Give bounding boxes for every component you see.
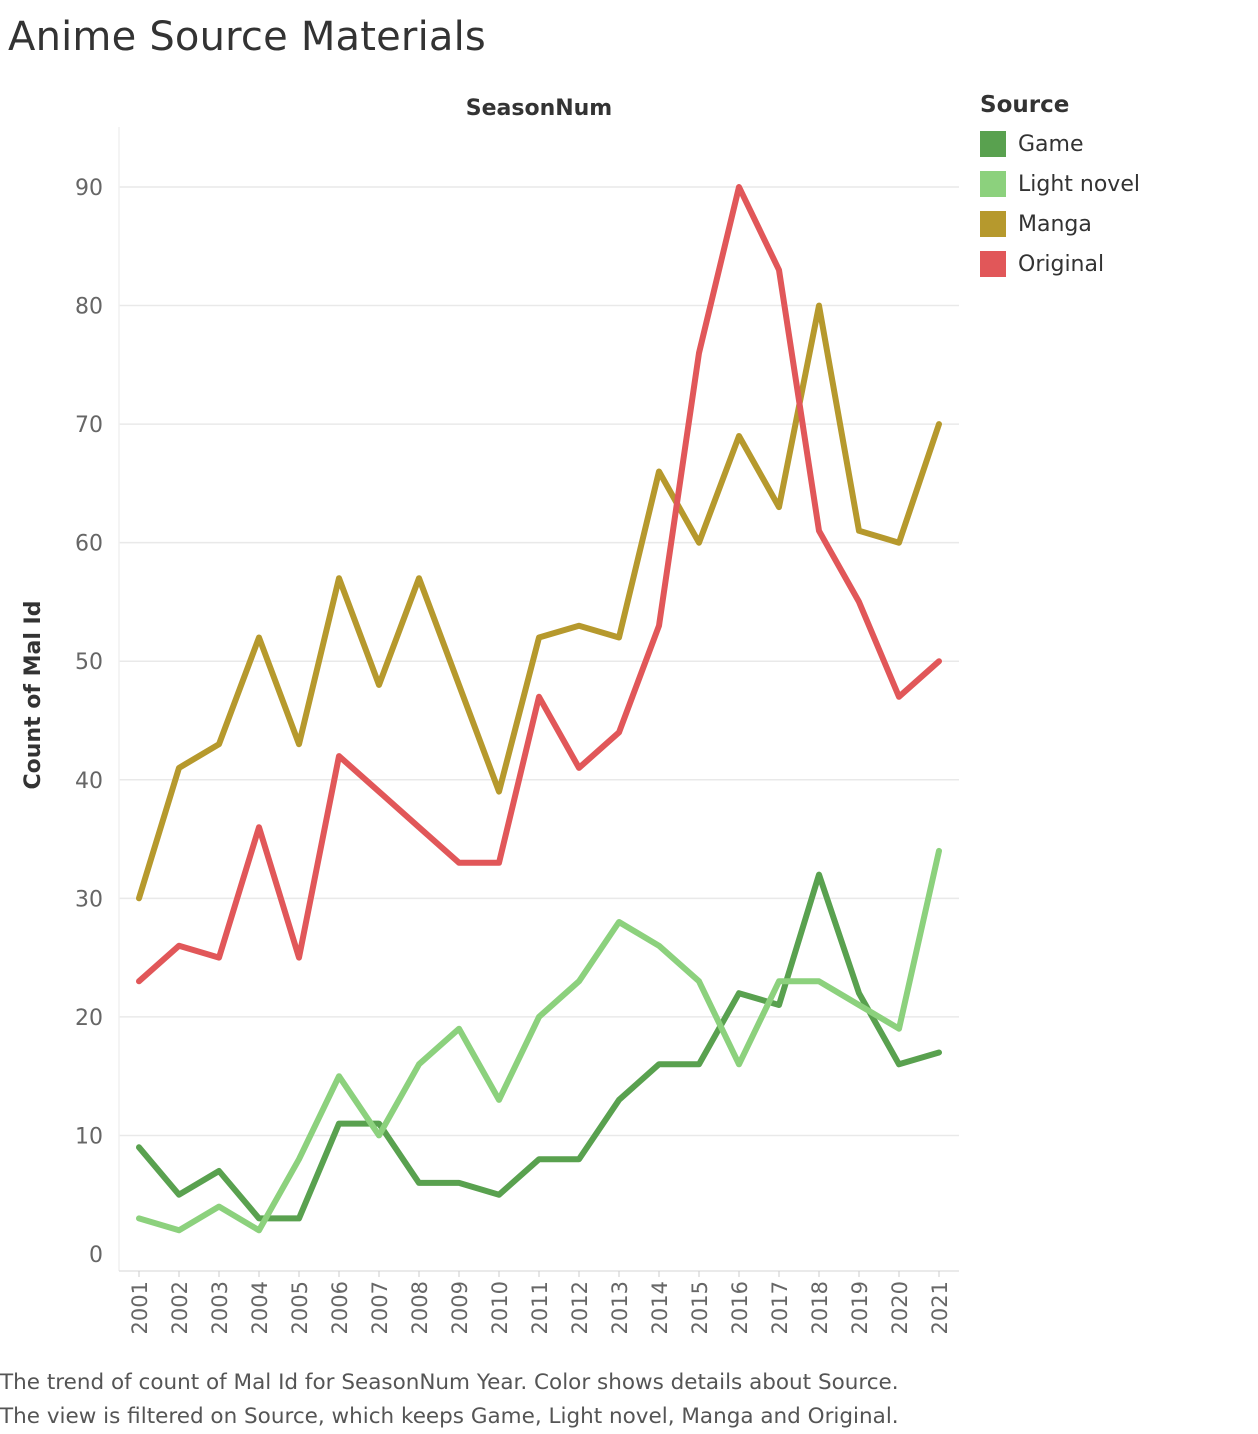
x-tick-label: 2009 bbox=[448, 1281, 472, 1334]
caption-line-1: The trend of count of Mal Id for SeasonN… bbox=[0, 1370, 899, 1395]
x-tick-label: 2012 bbox=[568, 1281, 592, 1334]
x-tick-label: 2004 bbox=[248, 1281, 272, 1334]
gridlines bbox=[119, 186, 959, 1137]
legend-swatch bbox=[980, 171, 1006, 197]
legend-label: Original bbox=[1018, 251, 1105, 277]
series-lines bbox=[136, 184, 942, 1234]
legend-swatch bbox=[980, 131, 1006, 157]
x-tick-label: 2019 bbox=[848, 1281, 872, 1334]
series-line-original bbox=[136, 184, 942, 985]
x-tick-label: 2001 bbox=[128, 1281, 152, 1334]
legend-item-original[interactable]: Original bbox=[980, 244, 1140, 284]
y-tick-label: 40 bbox=[75, 769, 103, 794]
y-tick-label: 60 bbox=[75, 532, 103, 557]
legend-item-manga[interactable]: Manga bbox=[980, 204, 1140, 244]
legend-swatch bbox=[980, 251, 1006, 277]
x-tick-label: 2002 bbox=[168, 1281, 192, 1334]
legend-title: Source bbox=[980, 92, 1070, 118]
x-tick-label: 2003 bbox=[208, 1281, 232, 1334]
y-axis-title: Count of Mal Id bbox=[21, 601, 46, 790]
x-tick-label: 2018 bbox=[808, 1281, 832, 1334]
x-tick-label: 2006 bbox=[328, 1281, 352, 1334]
series-line-game bbox=[136, 871, 942, 1222]
x-tick-label: 2008 bbox=[408, 1281, 432, 1334]
x-tick-label: 2013 bbox=[608, 1281, 632, 1334]
legend-label: Manga bbox=[1018, 211, 1092, 237]
x-tick-label: 2014 bbox=[648, 1281, 672, 1334]
x-tick-label: 2007 bbox=[368, 1281, 392, 1334]
series-line-manga bbox=[136, 302, 942, 902]
x-axis-title: SeasonNum bbox=[466, 96, 612, 121]
y-tick-label: 70 bbox=[75, 413, 103, 438]
legend-items: Game Light novel Manga Original bbox=[980, 124, 1140, 284]
x-tick-label: 2010 bbox=[488, 1281, 512, 1334]
x-tick-label: 2005 bbox=[288, 1281, 312, 1334]
y-tick-label: 80 bbox=[75, 295, 103, 320]
legend-item-game[interactable]: Game bbox=[980, 124, 1140, 164]
series-line-light-novel bbox=[136, 847, 942, 1234]
x-tick-label: 2015 bbox=[688, 1281, 712, 1334]
x-tick-label: 2016 bbox=[728, 1281, 752, 1334]
y-tick-label: 10 bbox=[75, 1124, 103, 1149]
legend-item-light-novel[interactable]: Light novel bbox=[980, 164, 1140, 204]
y-tick-label: 30 bbox=[75, 887, 103, 912]
x-tick-label: 2021 bbox=[928, 1281, 952, 1334]
y-tick-label: 90 bbox=[75, 176, 103, 201]
x-tick-label: 2017 bbox=[768, 1281, 792, 1334]
y-tick-label: 20 bbox=[75, 1006, 103, 1031]
legend-swatch bbox=[980, 211, 1006, 237]
y-tick-label: 0 bbox=[89, 1243, 103, 1268]
legend-label: Game bbox=[1018, 131, 1084, 157]
axes: 0 10 20 30 40 50 60 70 80 90 2001 2002 2003 2004 2005 2… bbox=[75, 127, 959, 1334]
caption-line-2: The view is filtered on Source, which ke… bbox=[0, 1404, 899, 1429]
x-tick-label: 2020 bbox=[888, 1281, 912, 1334]
legend: Source Game Light novel Manga Original bbox=[980, 92, 1140, 284]
chart-title: Anime Source Materials bbox=[8, 14, 486, 60]
x-tick-label: 2011 bbox=[528, 1281, 552, 1334]
y-tick-label: 50 bbox=[75, 650, 103, 675]
legend-label: Light novel bbox=[1018, 171, 1140, 197]
chart-caption: The trend of count of Mal Id for SeasonN… bbox=[0, 1366, 899, 1434]
